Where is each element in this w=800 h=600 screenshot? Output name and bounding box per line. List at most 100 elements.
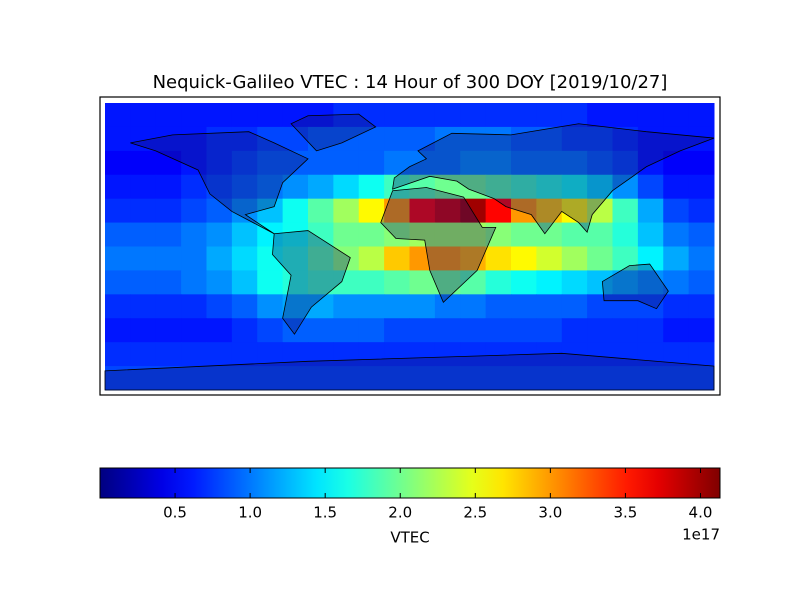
heat-cell — [231, 246, 258, 271]
heat-cell — [561, 126, 588, 152]
heat-cell — [688, 174, 715, 200]
heat-cell — [536, 270, 563, 295]
heat-cell — [282, 246, 309, 271]
heat-cell — [257, 318, 284, 343]
heat-cell — [536, 222, 563, 247]
heat-cell — [155, 270, 182, 295]
heat-cell — [333, 366, 360, 391]
heat-cell — [333, 222, 360, 247]
heat-cell — [358, 198, 385, 224]
heat-cell — [206, 150, 233, 176]
heat-cell — [485, 318, 512, 343]
heat-cell — [612, 366, 639, 391]
heat-cell — [434, 366, 461, 391]
heat-cell — [282, 318, 309, 343]
heat-cell — [409, 318, 436, 343]
heat-cell — [206, 294, 233, 319]
heat-cell — [181, 198, 207, 224]
heat-cell — [384, 294, 410, 319]
heat-cell — [105, 150, 131, 176]
heat-cell — [688, 366, 715, 391]
heat-cell — [511, 198, 537, 224]
heat-cell — [231, 366, 258, 391]
heat-cell — [181, 366, 207, 391]
heat-cell — [231, 198, 258, 224]
heat-cell — [637, 270, 664, 295]
heat-cell — [257, 198, 284, 224]
heat-cell — [587, 103, 613, 128]
heat-cell — [587, 246, 613, 271]
heat-cell — [181, 103, 207, 128]
heat-cell — [434, 126, 461, 152]
heat-cell — [688, 294, 715, 319]
heat-cell — [485, 366, 512, 391]
heat-cell — [358, 150, 385, 176]
heat-cell — [688, 222, 715, 247]
heat-cell — [206, 246, 233, 271]
heat-cell — [485, 198, 512, 224]
landmass — [380, 187, 497, 303]
heat-cell — [434, 270, 461, 295]
heat-cell — [587, 318, 613, 343]
landmass — [392, 123, 715, 235]
heat-cell — [384, 103, 410, 128]
heat-cell — [637, 150, 664, 176]
heat-cell — [663, 270, 690, 295]
colorbar-tick-label: 1.5 — [313, 504, 337, 522]
heat-cell — [612, 174, 639, 200]
heat-cell — [612, 103, 639, 128]
heat-cell — [231, 318, 258, 343]
heat-cell — [587, 342, 613, 367]
heat-cell — [663, 150, 690, 176]
heat-cell — [206, 198, 233, 224]
heat-cell — [460, 342, 487, 367]
heat-cell — [105, 270, 131, 295]
heat-cell — [257, 270, 284, 295]
heat-cell — [105, 246, 131, 271]
heat-cell — [485, 103, 512, 128]
colorbar-tick-label: 2.0 — [388, 504, 412, 522]
heat-cell — [181, 126, 207, 152]
heat-cell — [637, 342, 664, 367]
heat-cell — [105, 198, 131, 224]
heat-cell — [308, 198, 334, 224]
heat-cell — [637, 246, 664, 271]
heat-cell — [409, 342, 436, 367]
heat-cell — [637, 318, 664, 343]
heat-cell — [663, 246, 690, 271]
heat-cell — [561, 103, 588, 128]
heat-cell — [308, 126, 334, 152]
heat-cell — [181, 318, 207, 343]
coastlines — [104, 113, 715, 391]
heat-cell — [587, 198, 613, 224]
heat-cell — [511, 222, 537, 247]
colorbar-tick-label: 3.0 — [538, 504, 562, 522]
colorbar-tick-label: 4.0 — [689, 504, 713, 522]
heat-cell — [637, 174, 664, 200]
heat-cell — [663, 318, 690, 343]
heat-cell — [384, 342, 410, 367]
heat-cell — [434, 150, 461, 176]
heat-cell — [688, 342, 715, 367]
heat-cell — [282, 270, 309, 295]
heat-cell — [511, 174, 537, 200]
heat-cell — [282, 222, 309, 247]
heat-cell — [460, 174, 487, 200]
heat-cell — [663, 103, 690, 128]
heat-cell — [536, 198, 563, 224]
heat-cell — [663, 126, 690, 152]
heat-cell — [333, 318, 360, 343]
heat-cell — [358, 270, 385, 295]
heat-cell — [231, 342, 258, 367]
heat-cell — [155, 342, 182, 367]
heat-cell — [637, 198, 664, 224]
heat-cell — [130, 246, 157, 271]
heat-cell — [206, 318, 233, 343]
heat-cell — [409, 270, 436, 295]
heat-cell — [282, 103, 309, 128]
heat-cell — [358, 294, 385, 319]
heat-cell — [663, 174, 690, 200]
heat-cell — [155, 246, 182, 271]
heat-cell — [308, 246, 334, 271]
heat-cell — [231, 103, 258, 128]
